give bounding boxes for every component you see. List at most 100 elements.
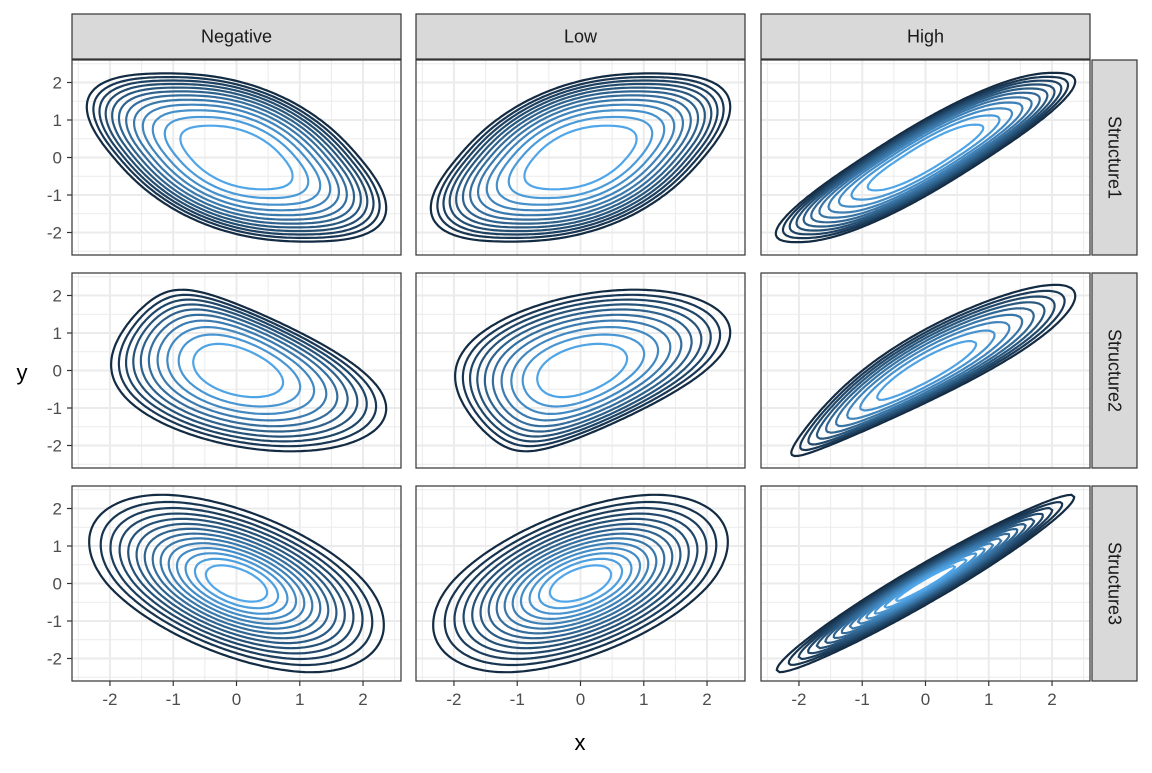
x-tick-label: 1 bbox=[984, 690, 993, 709]
contour-line bbox=[781, 75, 1070, 240]
contour-line bbox=[802, 87, 1049, 228]
contour-group bbox=[88, 493, 385, 674]
y-tick-label: 2 bbox=[53, 74, 62, 93]
contour-line bbox=[99, 500, 374, 667]
y-tick-label: 2 bbox=[53, 287, 62, 306]
contour-line bbox=[117, 293, 378, 448]
panel-structure3-high bbox=[760, 485, 1091, 682]
contour-line bbox=[873, 552, 978, 615]
contour-line bbox=[483, 308, 693, 433]
contour-group bbox=[432, 493, 729, 674]
contour-line bbox=[193, 557, 280, 610]
column-strip-label: Low bbox=[564, 27, 598, 47]
contour-group bbox=[110, 288, 388, 453]
contour-line bbox=[850, 114, 1001, 201]
contour-line bbox=[159, 537, 314, 630]
contour-line bbox=[485, 103, 676, 212]
contour-line bbox=[894, 564, 957, 603]
contour-line bbox=[429, 72, 732, 243]
panel-border bbox=[415, 272, 746, 469]
panel-structure1-high bbox=[760, 59, 1091, 256]
contour-line bbox=[436, 76, 725, 239]
panel-structure1-negative bbox=[71, 59, 402, 256]
contour-line bbox=[125, 94, 348, 221]
contour-line bbox=[883, 558, 968, 609]
contour-line bbox=[133, 98, 340, 217]
contour-line bbox=[454, 288, 732, 453]
contour-line bbox=[519, 547, 642, 620]
contour-line bbox=[471, 517, 690, 650]
contour-line bbox=[818, 96, 1033, 219]
contour-line bbox=[461, 90, 700, 225]
contour-line bbox=[500, 319, 672, 422]
contour-line bbox=[177, 333, 302, 408]
contour-line bbox=[111, 86, 362, 229]
contour-line bbox=[469, 94, 692, 221]
contour-line bbox=[807, 295, 1056, 446]
contour-line bbox=[495, 109, 666, 206]
y-tick-label: 1 bbox=[53, 111, 62, 130]
y-tick-label: -1 bbox=[47, 612, 62, 631]
y-tick-label: -1 bbox=[47, 186, 62, 205]
contour-line bbox=[455, 86, 706, 229]
panels-layer bbox=[71, 59, 1091, 682]
contour-line bbox=[204, 564, 269, 603]
contour-line bbox=[448, 82, 713, 233]
contour-line bbox=[143, 527, 330, 640]
panel-structure3-low bbox=[415, 485, 746, 682]
column-strip-label: High bbox=[907, 27, 944, 47]
contour-line bbox=[528, 552, 633, 615]
contour-line bbox=[795, 83, 1056, 232]
strips-layer: Negative Low High Structure1 Structure2 Struc… bbox=[71, 13, 1138, 682]
panel-border bbox=[415, 59, 746, 256]
contour-line bbox=[139, 308, 349, 433]
x-tick-label: 2 bbox=[358, 690, 367, 709]
contour-group bbox=[775, 493, 1076, 674]
x-tick-label: 2 bbox=[1047, 690, 1056, 709]
contour-line bbox=[495, 532, 666, 635]
contour-group bbox=[429, 72, 732, 243]
contour-line bbox=[110, 288, 388, 453]
panel-structure3-negative bbox=[71, 485, 402, 682]
x-tick-label: 0 bbox=[576, 690, 585, 709]
contour-line bbox=[477, 98, 684, 217]
contour-line bbox=[797, 506, 1054, 661]
contour-line bbox=[127, 517, 346, 650]
contour-line bbox=[787, 501, 1064, 666]
contour-line bbox=[548, 564, 613, 603]
y-tick-label: -1 bbox=[47, 399, 62, 418]
row-strip-label: Structure3 bbox=[1105, 542, 1125, 625]
contour-line bbox=[788, 79, 1063, 236]
y-tick-label: 2 bbox=[53, 500, 62, 519]
contour-line bbox=[825, 307, 1035, 434]
contour-line bbox=[537, 557, 624, 610]
contour-line bbox=[92, 76, 381, 239]
panel-structure2-negative bbox=[71, 272, 402, 469]
contour-line bbox=[151, 109, 322, 206]
column-strip bbox=[71, 13, 402, 60]
contour-line bbox=[156, 319, 328, 422]
contour-line bbox=[163, 115, 310, 200]
contour-line bbox=[132, 303, 359, 438]
contour-line bbox=[135, 522, 338, 645]
x-tick-label: -1 bbox=[855, 690, 870, 709]
contour-line bbox=[503, 537, 658, 630]
contour-line bbox=[432, 493, 729, 674]
contour-line bbox=[507, 115, 654, 200]
contour-line bbox=[775, 493, 1076, 674]
contour-line bbox=[536, 342, 629, 399]
contour-line bbox=[876, 340, 978, 401]
contour-line bbox=[443, 500, 718, 667]
y-axis-title: y bbox=[17, 360, 28, 385]
row-strip bbox=[1091, 59, 1138, 256]
panel-structure1-low bbox=[415, 59, 746, 256]
contour-line bbox=[827, 101, 1024, 214]
x-tick-label: -1 bbox=[510, 690, 525, 709]
contour-line bbox=[175, 547, 298, 620]
contour-line bbox=[98, 79, 375, 236]
contour-line bbox=[815, 301, 1046, 440]
column-strip-label: Negative bbox=[201, 27, 272, 47]
contour-line bbox=[790, 283, 1077, 458]
row-strip bbox=[1091, 485, 1138, 682]
